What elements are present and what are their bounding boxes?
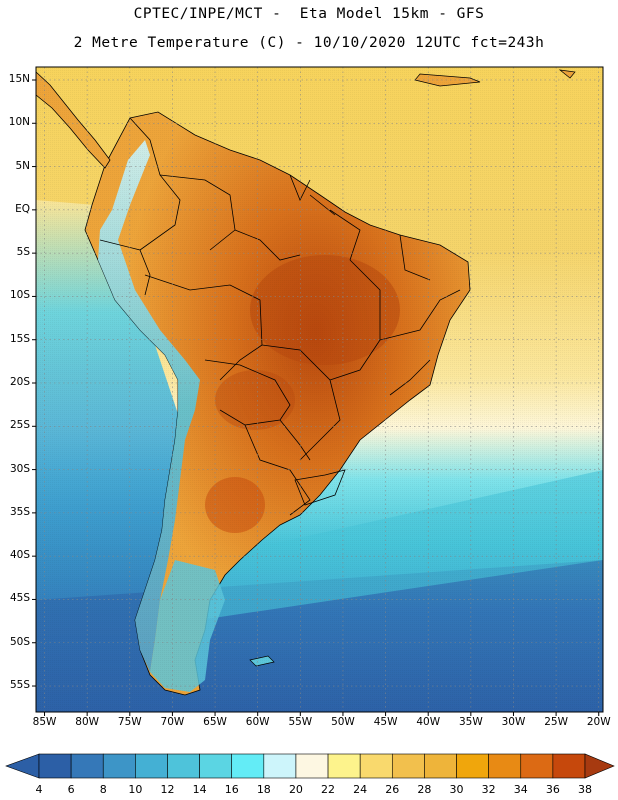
colorbar-swatch: [70, 753, 104, 779]
lat-label: 50S: [9, 635, 30, 648]
lat-label: 40S: [9, 549, 30, 562]
colorbar-tick-label: 36: [545, 783, 560, 796]
colorbar-swatch: [488, 753, 522, 779]
lat-label: 45S: [9, 592, 30, 605]
lat-label: 25S: [9, 419, 30, 432]
colorbar-tick-label: 34: [513, 783, 528, 796]
lon-label: 65W: [203, 716, 227, 728]
lon-label: 55W: [288, 716, 313, 728]
colorbar-tick-label: 12: [160, 783, 175, 796]
colorbar-tick-label: 26: [385, 783, 400, 796]
chart-title-line2: 2 Metre Temperature (C) - 10/10/2020 12U…: [73, 35, 545, 51]
lon-label: 75W: [117, 716, 142, 728]
colorbar-arrow-left: [5, 753, 40, 779]
chart-title-line1: CPTEC/INPE/MCT - Eta Model 15km - GFS: [133, 6, 485, 22]
lat-label: 20S: [9, 376, 30, 388]
colorbar-tick-label: 6: [67, 783, 75, 796]
lon-label: 70W: [160, 716, 185, 728]
lat-label: 10S: [9, 289, 30, 302]
lon-label: 60W: [245, 716, 270, 728]
colorbar-swatch: [520, 753, 554, 779]
lon-label: 85W: [32, 716, 57, 728]
lat-label: 35S: [9, 505, 30, 518]
colorbar-swatch: [263, 753, 297, 779]
lat-label: 55S: [9, 679, 30, 692]
lon-label: 50W: [331, 716, 355, 728]
noise-overlay: [36, 67, 603, 712]
colorbar-tick-label: 22: [321, 783, 336, 796]
colorbar-tick-label: 20: [288, 783, 303, 796]
colorbar-swatch: [231, 753, 265, 779]
lon-label: 45W: [373, 716, 398, 728]
colorbar-swatch: [295, 753, 329, 779]
colorbar-swatch: [102, 753, 136, 779]
lon-label: 35W: [458, 716, 483, 728]
colorbar-swatch: [456, 753, 489, 779]
colorbar-swatch: [359, 753, 393, 779]
axis-ticks: [32, 79, 600, 716]
lon-label: 40W: [416, 716, 441, 728]
lat-label: 5S: [16, 246, 30, 259]
lat-label: 30S: [9, 462, 30, 475]
colorbar-tick-label: 24: [353, 783, 368, 796]
colorbar-swatch: [327, 753, 361, 779]
colorbar-swatch: [38, 753, 72, 779]
colorbar-arrow-right: [584, 753, 615, 779]
colorbar-swatch: [199, 753, 233, 779]
lat-label: 5N: [15, 159, 30, 172]
colorbar-tick-label: 4: [35, 783, 43, 796]
colorbar-tick-label: 16: [224, 783, 239, 796]
colorbar-tick-label: 10: [128, 783, 143, 796]
colorbar-tick-label: 14: [192, 783, 207, 796]
lon-label: 30W: [501, 716, 526, 728]
colorbar-tick-label: 32: [481, 783, 496, 796]
colorbar-swatch: [135, 753, 168, 779]
colorbar-tick-label: 38: [578, 783, 592, 796]
colorbar-swatch: [391, 753, 425, 779]
colorbar-swatch: [552, 753, 586, 779]
lon-label: 20W: [586, 716, 611, 728]
lon-label: 25W: [544, 716, 568, 728]
colorbar-swatch: [424, 753, 457, 779]
colorbar-tick-label: 18: [256, 783, 271, 796]
lat-label: 15S: [9, 332, 30, 345]
lat-label: EQ: [15, 202, 30, 215]
colorbar-tick-label: 30: [449, 783, 464, 796]
lat-label: 10N: [8, 116, 30, 129]
colorbar: [5, 753, 615, 779]
map-frame: [35, 66, 604, 713]
lon-label: 80W: [75, 716, 100, 728]
colorbar-tick-label: 8: [99, 783, 107, 796]
colorbar-swatch: [167, 753, 200, 779]
colorbar-tick-label: 28: [417, 783, 432, 796]
lat-label: 15N: [8, 72, 30, 85]
